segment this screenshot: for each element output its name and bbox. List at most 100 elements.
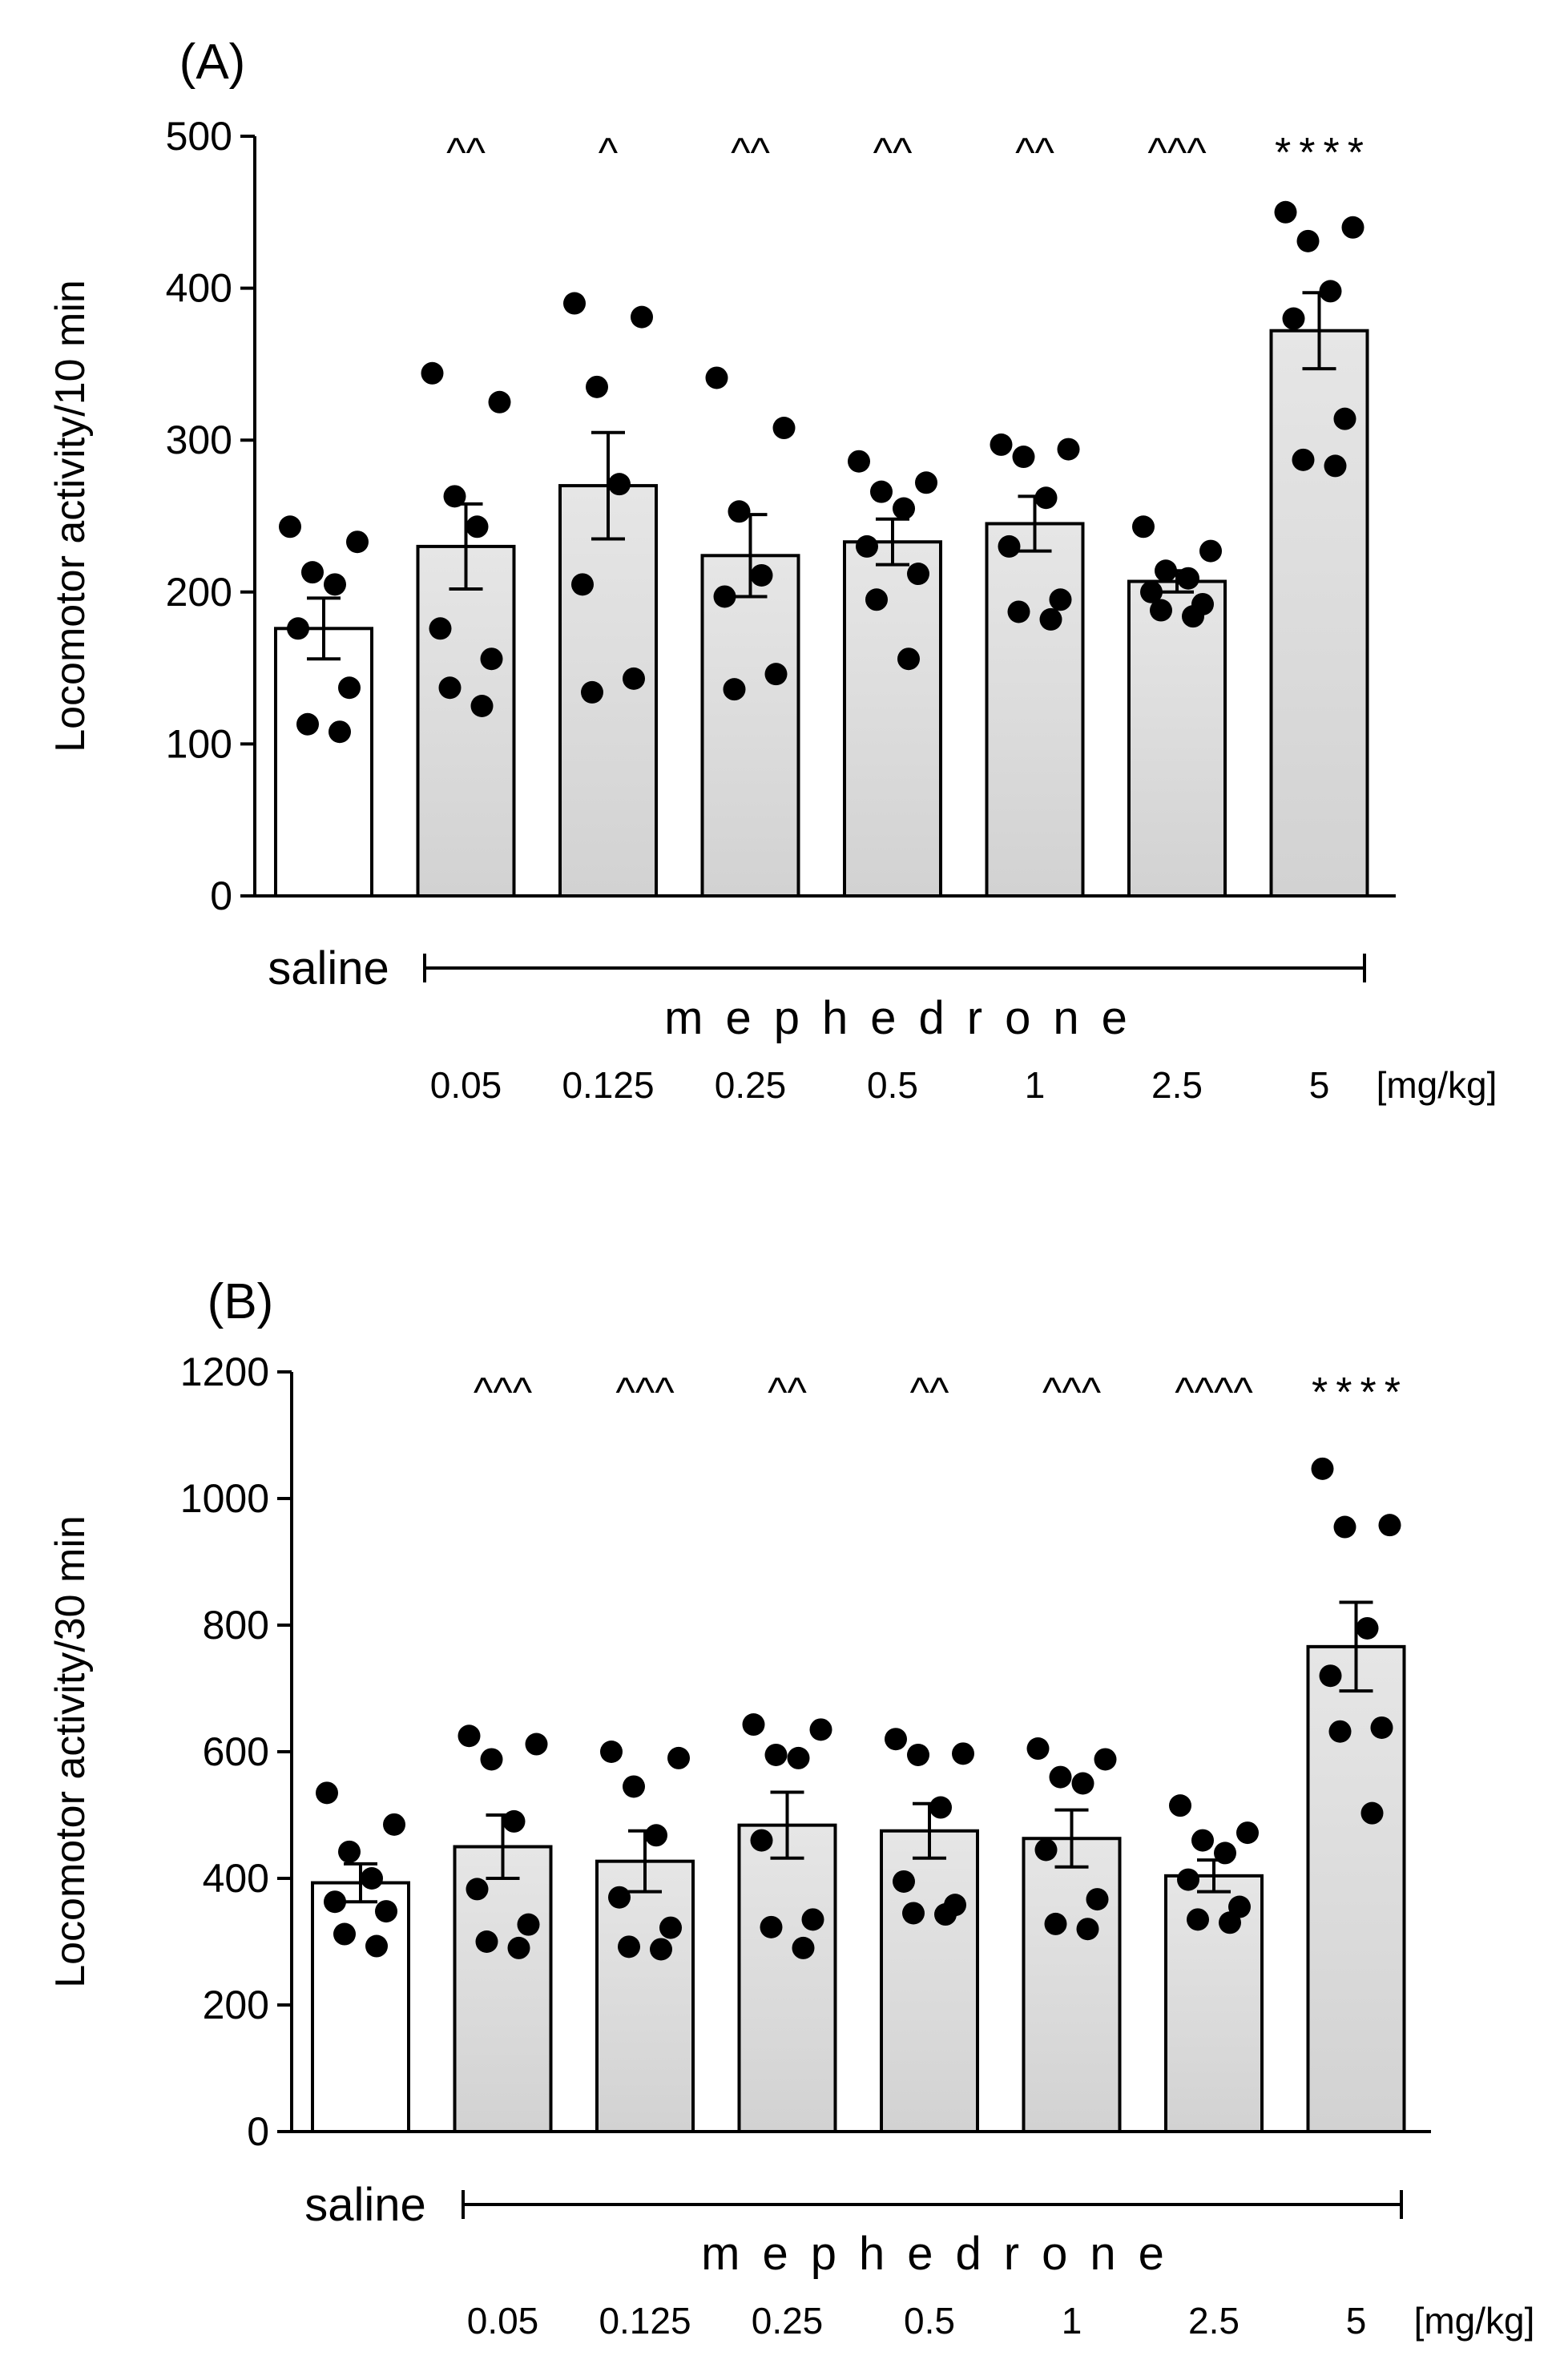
panel-b-bar-1: [1022, 1837, 1122, 2133]
panel-b-y-tick-label: 1200: [180, 1349, 269, 1394]
panel-a-data-point: [1155, 559, 1177, 583]
panel-a-dose-label: 5: [1309, 1064, 1330, 1106]
panel-b-bar-0.25: [737, 1823, 837, 2133]
panel-b-data-point: [502, 1809, 526, 1833]
panel-b-data-point: [907, 1743, 929, 1766]
panel-a-significance-2.5: ^^^: [1147, 130, 1207, 176]
panel-a-data-point: [897, 647, 920, 671]
panel-b-data-point: [480, 1748, 503, 1771]
panel-a-data-point: [571, 573, 594, 596]
panel-b-data-point: [608, 1886, 631, 1909]
panel-b-y-tick-label: 200: [203, 1983, 269, 2027]
panel-a-data-point: [329, 720, 351, 744]
panel-a-data-point: [470, 695, 494, 717]
panel-b-drug-bracket: [462, 2190, 1403, 2219]
panel-b-data-point: [650, 1938, 672, 1961]
panel-b-data-point: [1236, 1821, 1259, 1845]
panel-b-data-point: [365, 1934, 388, 1958]
panel-b-data-point: [1076, 1918, 1099, 1941]
panel-a-data-point: [631, 305, 653, 329]
panel-b-data-point: [1360, 1801, 1384, 1825]
panel-b-y-tick-label: 600: [203, 1729, 269, 1774]
panel-a-data-point: [1150, 599, 1172, 622]
panel-a-data-point: [856, 534, 878, 558]
panel-a-data-point: [764, 663, 788, 686]
panel-a-data-point: [907, 563, 929, 586]
panel-b-dose-label: 0.5: [904, 2300, 955, 2342]
panel-b-significance-0.125: ^^^: [615, 1370, 675, 1416]
panel-a-data-point: [346, 530, 369, 554]
panel-b-data-point: [1094, 1748, 1117, 1771]
panel-a-data-point: [287, 617, 309, 640]
panel-a-dose-label: 1: [1025, 1064, 1046, 1106]
panel-b-data-point: [1191, 1829, 1214, 1852]
panel-b-error-bar-1: [1054, 1808, 1089, 1869]
panel-a-drug-label: mephedrone: [664, 992, 1150, 1044]
panel-b-control-label: saline: [304, 2179, 426, 2231]
panel-b-drug-label: mephedrone: [701, 2228, 1187, 2280]
panel-b-data-point: [316, 1781, 338, 1805]
panel-a-data-point: [750, 563, 773, 587]
panel-a-data-point: [586, 375, 608, 398]
panel-b-data-point: [1219, 1911, 1241, 1934]
panel-a-y-tick-label: 500: [166, 114, 232, 159]
panel-a-bar-0.5: [843, 540, 942, 898]
panel-b-data-point: [618, 1935, 640, 1958]
panel-a-y-tick-label: 100: [166, 721, 232, 766]
panel-b-error-bar-0.25: [770, 1790, 804, 1860]
panel-b-data-point: [742, 1713, 765, 1737]
panel-a-unit-label: [mg/kg]: [1377, 1064, 1498, 1106]
panel-b-data-point: [1026, 1737, 1050, 1761]
panel-b-data-point: [792, 1936, 815, 1959]
panel-b-data-point: [1086, 1888, 1109, 1911]
panel-a-data-point: [488, 390, 511, 413]
panel-a-data-point: [1007, 600, 1030, 623]
panel-a-data-point: [279, 515, 301, 539]
panel-b-data-point: [667, 1746, 690, 1769]
panel-a-bar-1: [985, 522, 1085, 898]
panel-b-data-point: [600, 1741, 623, 1763]
panel-b-y-axis-label: Locomotor activity/30 min: [47, 1515, 94, 1988]
panel-b-data-point: [801, 1908, 824, 1931]
panel-a-bar-0.25: [700, 554, 800, 898]
panel-b-y-tick-label: 1000: [180, 1476, 269, 1521]
panel-a-y-tick-label: 0: [210, 873, 232, 918]
panel-b-error-bar-saline: [344, 1862, 377, 1904]
panel-a-data-point: [1319, 280, 1342, 303]
panel-b-data-point: [1034, 1838, 1058, 1862]
panel-b-data-point: [1333, 1515, 1356, 1539]
panel-a-significance-1: ^^: [1015, 130, 1054, 176]
panel-a-dose-label: 0.25: [715, 1064, 787, 1106]
panel-b-data-point: [1328, 1720, 1352, 1743]
panel-b-data-point: [525, 1733, 548, 1756]
panel-a-y-tick-label: 400: [166, 266, 232, 311]
panel-a-bar-0.05: [416, 544, 516, 898]
panel-a-data-point: [848, 450, 870, 473]
panel-b-data-point: [659, 1916, 682, 1939]
panel-b-data-point: [458, 1724, 481, 1748]
panel-a-data-point: [728, 500, 751, 523]
panel-a-data-point: [301, 561, 324, 584]
panel-a-data-point: [1324, 454, 1347, 478]
panel-a-data-point: [623, 667, 645, 690]
panel-b-data-point: [383, 1813, 405, 1836]
panel-b-data-point: [517, 1913, 540, 1936]
panel-a-data-point: [480, 647, 503, 671]
panel-a-data-point: [443, 485, 466, 508]
panel-a-data-point: [1049, 588, 1072, 611]
panel-a-data-point: [1039, 607, 1062, 631]
panel-a-chart: (A) Locomotor activity/10 min 0 100 200 300 40…: [47, 34, 1497, 1106]
panel-b-data-point: [1187, 1908, 1209, 1931]
panel-a-data-point: [429, 617, 452, 640]
panel-a-data-point: [296, 712, 319, 736]
panel-b-data-point: [760, 1915, 783, 1938]
panel-b-data-point: [1311, 1457, 1334, 1480]
panel-a-data-point: [1140, 580, 1163, 603]
panel-a-data-point: [893, 497, 915, 520]
panel-a-data-point: [1296, 229, 1320, 252]
panel-a-data-point: [1333, 407, 1356, 430]
panel-b-significance-1: ^^^: [1042, 1370, 1102, 1416]
panel-b-dose-label: 1: [1062, 2300, 1082, 2342]
panel-b-data-point: [375, 1900, 397, 1923]
panel-b-data-point: [338, 1840, 361, 1863]
